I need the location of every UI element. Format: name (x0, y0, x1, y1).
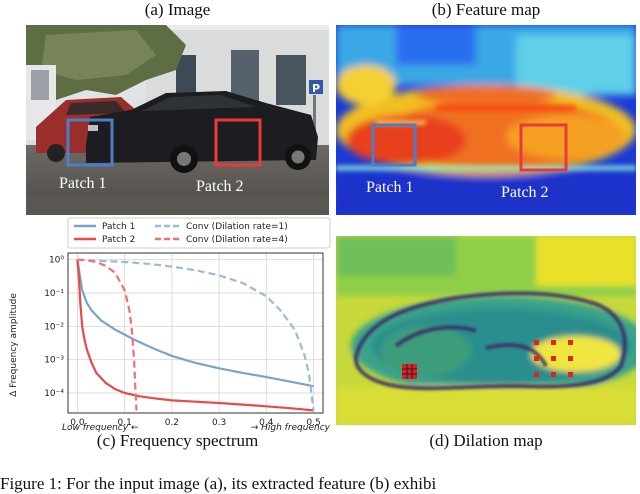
fmap-patch-1-box (371, 123, 417, 167)
panel-a-title: (a) Image (144, 0, 211, 19)
panel-d-title: (d) Dilation map (429, 431, 543, 450)
panel-b-title: (b) Feature map (431, 0, 541, 19)
y-tick-label: 10⁰ (49, 256, 64, 266)
x-tick-label: 0.4 (259, 418, 274, 428)
patch-1-box (66, 118, 114, 167)
series-line-3 (77, 258, 138, 411)
dilation-map (336, 236, 636, 425)
x-tick-label: 0.1 (118, 418, 132, 428)
y-axis-label: Δ Frequency amplitude (9, 293, 19, 397)
x-label-low: Low frequency ← (62, 423, 139, 433)
fmap-patch-2-box (519, 123, 568, 172)
chart-legend: Patch 1 Patch 2 Conv (Dilation rate=1) C… (67, 217, 331, 249)
figure-caption: Figure 1: For the input image (a), its e… (0, 474, 437, 493)
legend-label-conv1: Conv (Dilation rate=1) (186, 222, 288, 232)
legend-label-patch2: Patch 2 (102, 235, 135, 245)
patch-2-box (214, 118, 262, 167)
panel-c-title: (c) Frequency spectrum (96, 431, 259, 450)
patch-1-label: Patch 1 (59, 175, 107, 192)
svg-text:P: P (312, 82, 320, 95)
x-tick-label: 0.3 (212, 418, 226, 428)
legend-label-conv4: Conv (Dilation rate=4) (186, 235, 288, 245)
patch-2-label: Patch 2 (196, 178, 244, 195)
feature-map: Patch 1 Patch 2 (336, 25, 636, 215)
x-tick-label: 0.0 (70, 418, 85, 428)
x-tick-label: 0.2 (165, 418, 179, 428)
street-photo: P Patch 1 Patch 2 (26, 25, 329, 215)
y-tick-label: 10⁻⁴ (44, 389, 64, 399)
dilation-grid-rate1 (402, 364, 417, 379)
y-tick-label: 10⁻³ (44, 356, 64, 366)
fmap-patch-2-label: Patch 2 (501, 184, 549, 201)
y-tick-label: 10⁻² (44, 322, 64, 332)
legend-label-patch1: Patch 1 (102, 222, 135, 232)
series-line-0 (76, 259, 314, 388)
frequency-spectrum-chart: Patch 1 Patch 2 Conv (Dilation rate=1) C… (0, 215, 336, 435)
series-line-2 (77, 258, 315, 411)
x-label-high: → High frequency (251, 423, 331, 433)
y-tick-label: 10⁻¹ (44, 289, 64, 299)
series-line-1 (76, 259, 314, 412)
dilation-grid-rate4 (534, 340, 573, 377)
x-tick-label: 0.5 (306, 418, 320, 428)
fmap-patch-1-label: Patch 1 (366, 179, 414, 196)
